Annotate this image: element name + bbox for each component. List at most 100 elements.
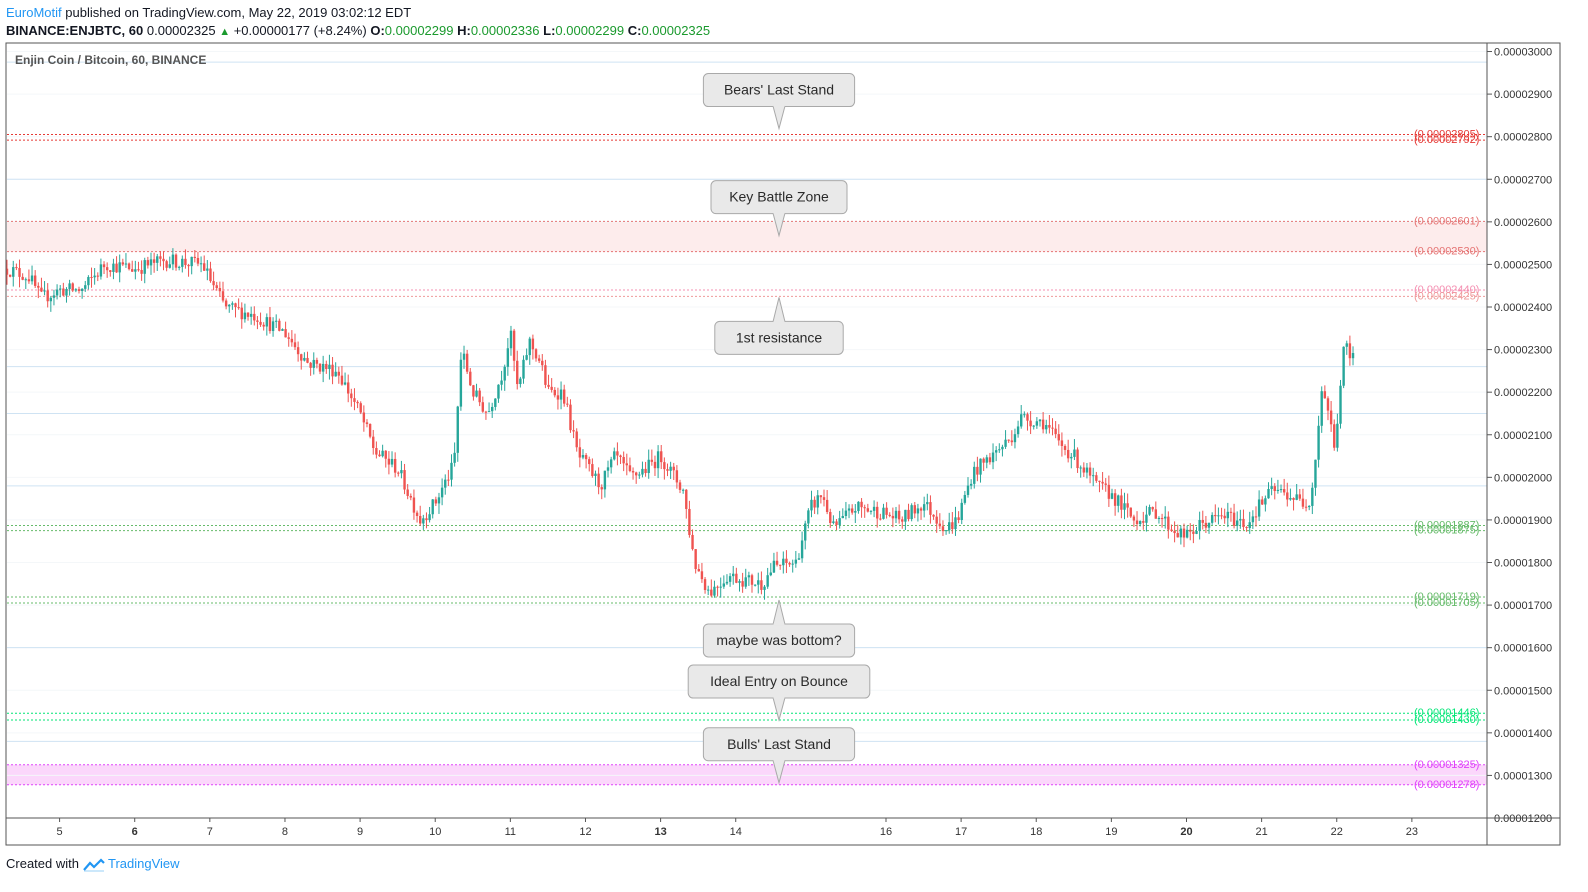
candle-body-154 bbox=[487, 411, 491, 413]
candle-body-351 bbox=[1104, 483, 1107, 485]
candle-body-166 bbox=[525, 355, 528, 360]
candle-body-423 bbox=[1329, 410, 1333, 425]
candle-body-224 bbox=[706, 589, 710, 591]
candle-body-106 bbox=[337, 371, 341, 376]
y-tick-label-15: 0.00001500 bbox=[1494, 685, 1552, 697]
candle-body-33 bbox=[109, 270, 112, 272]
candle-body-353 bbox=[1110, 493, 1114, 499]
ohlc-close: C:0.00002325 bbox=[627, 23, 711, 38]
candle-body-101 bbox=[321, 363, 325, 372]
candle-body-312 bbox=[982, 458, 985, 463]
candle-body-146 bbox=[462, 353, 466, 360]
candle-body-85 bbox=[271, 321, 275, 332]
candle-body-339 bbox=[1066, 449, 1070, 459]
y-tick-label-12: 0.00001800 bbox=[1494, 558, 1552, 570]
candle-body-129 bbox=[409, 495, 413, 498]
candle-body-221 bbox=[697, 569, 700, 572]
candle-body-135 bbox=[428, 514, 431, 521]
candle-body-191 bbox=[603, 470, 607, 490]
candle-body-363 bbox=[1142, 521, 1145, 523]
candle-body-392 bbox=[1232, 512, 1236, 526]
candle-body-370 bbox=[1164, 516, 1167, 519]
annotation-callout-3[interactable]: maybe was bottom? bbox=[702, 599, 856, 658]
last-price: 0.00002325 bbox=[146, 23, 216, 38]
candle-body-50 bbox=[162, 258, 165, 262]
candle-body-307 bbox=[966, 485, 970, 495]
annotation-callout-5[interactable]: Bulls' Last Stand bbox=[702, 727, 856, 785]
candle-body-356 bbox=[1120, 495, 1123, 510]
candle-body-188 bbox=[594, 473, 597, 476]
candle-body-103 bbox=[328, 364, 331, 370]
candle-body-77 bbox=[246, 312, 250, 317]
candle-body-56 bbox=[181, 258, 184, 267]
candle-body-428 bbox=[1345, 343, 1348, 347]
publish-line: EuroMotif published on TradingView.com, … bbox=[6, 4, 1566, 22]
x-tick-label-0: 5 bbox=[57, 826, 63, 838]
candle-body-138 bbox=[437, 497, 441, 504]
tradingview-link[interactable]: TradingView bbox=[108, 856, 180, 871]
candle-body-165 bbox=[522, 359, 525, 379]
candle-body-11 bbox=[40, 287, 43, 292]
annotation-callout-4[interactable]: Ideal Entry on Bounce bbox=[687, 664, 871, 723]
candle-body-350 bbox=[1101, 481, 1104, 484]
candle-body-220 bbox=[694, 549, 697, 570]
candle-body-341 bbox=[1073, 449, 1076, 457]
candle-body-51 bbox=[165, 261, 168, 268]
candle-body-216 bbox=[681, 489, 685, 491]
level-label-2: (0.00002601) bbox=[1414, 215, 1479, 227]
candle-body-228 bbox=[719, 586, 722, 588]
time-axis[interactable]: 5 6 7 8 9 10 11 12 13 14 16 17 18 19 20 21 22 23 bbox=[6, 817, 1560, 838]
candle-body-344 bbox=[1082, 467, 1086, 473]
candle-body-397 bbox=[1248, 522, 1251, 529]
candle-body-82 bbox=[262, 324, 265, 327]
y-tick-label-18: 0.00001200 bbox=[1494, 813, 1552, 825]
candle-body-248 bbox=[782, 558, 785, 566]
candle-body-67 bbox=[215, 285, 218, 289]
candle-body-192 bbox=[606, 467, 610, 471]
candle-body-62 bbox=[199, 263, 203, 265]
annotation-callout-1[interactable]: Key Battle Zone bbox=[710, 180, 848, 238]
annotation-text-2: 1st resistance bbox=[736, 329, 823, 345]
candle-body-144 bbox=[456, 406, 459, 453]
annotation-callout-2[interactable]: 1st resistance bbox=[714, 297, 844, 355]
y-tick-label-13: 0.00001700 bbox=[1494, 600, 1552, 612]
candle-body-21 bbox=[71, 283, 74, 291]
candle-body-149 bbox=[472, 385, 475, 397]
candle-body-212 bbox=[669, 466, 672, 471]
annotation-callout-0[interactable]: Bears' Last Stand bbox=[702, 73, 856, 131]
candle-body-200 bbox=[631, 470, 635, 473]
candle-body-32 bbox=[105, 267, 109, 271]
candle-body-255 bbox=[804, 523, 807, 541]
price-axis[interactable]: 0.00003000 0.00002900 0.00002800 0.00002700… bbox=[1486, 43, 1552, 845]
candle-body-405 bbox=[1273, 486, 1276, 491]
candle-body-158 bbox=[500, 380, 503, 385]
candle-body-78 bbox=[249, 313, 253, 317]
candle-body-385 bbox=[1210, 514, 1214, 523]
candle-body-251 bbox=[791, 563, 794, 565]
candle-body-113 bbox=[359, 403, 362, 413]
candle-body-318 bbox=[1001, 446, 1004, 450]
candle-body-309 bbox=[973, 466, 976, 484]
candle-body-235 bbox=[741, 581, 744, 587]
candle-body-65 bbox=[209, 268, 212, 282]
candle-body-373 bbox=[1173, 530, 1176, 534]
candle-body-259 bbox=[816, 495, 819, 508]
candle-body-72 bbox=[231, 303, 234, 305]
candle-body-47 bbox=[152, 259, 156, 263]
candle-body-26 bbox=[87, 277, 90, 286]
candle-body-38 bbox=[124, 263, 128, 265]
candle-body-198 bbox=[625, 463, 628, 466]
candle-body-410 bbox=[1289, 498, 1292, 500]
candle-body-122 bbox=[387, 458, 391, 465]
candle-body-401 bbox=[1261, 499, 1264, 505]
candle-body-429 bbox=[1348, 343, 1352, 359]
candle-body-57 bbox=[184, 258, 187, 266]
candle-body-219 bbox=[691, 534, 694, 550]
candle-body-250 bbox=[788, 562, 791, 565]
candle-body-379 bbox=[1192, 531, 1195, 534]
candle-body-175 bbox=[553, 389, 557, 396]
author-link[interactable]: EuroMotif bbox=[6, 5, 62, 20]
candle-body-323 bbox=[1016, 426, 1020, 435]
candle-body-242 bbox=[763, 586, 766, 590]
